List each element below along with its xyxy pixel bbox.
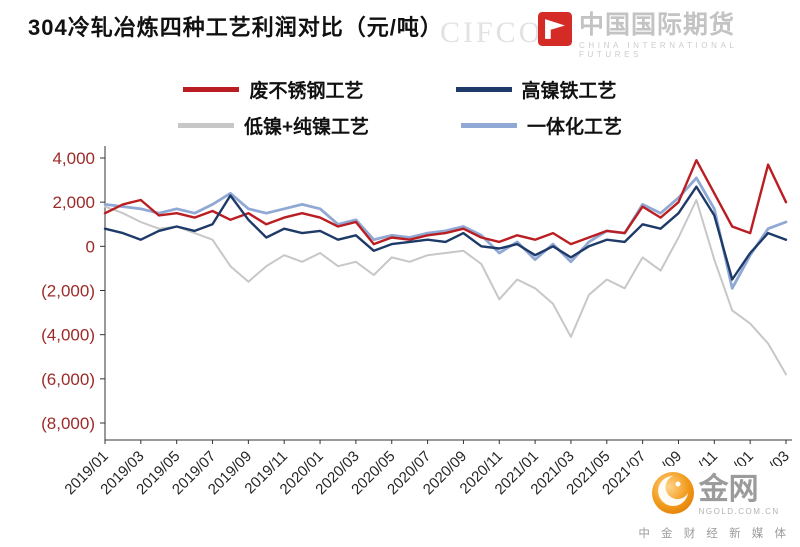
- svg-text:0: 0: [86, 237, 95, 256]
- kingold-domain: NGOLD.COM.CN: [698, 507, 780, 516]
- cifco-name-en: CHINA INTERNATIONAL FUTURES: [579, 40, 738, 59]
- cifco-faint-text: CIFCO: [440, 16, 544, 49]
- cifco-watermark: CIFCO 中国国际期货 CHINA INTERNATIONAL FUTURES: [440, 11, 792, 70]
- legend-label: 一体化工艺: [527, 117, 623, 138]
- legend-item-high-nickel-iron: 高镍铁工艺: [455, 76, 617, 103]
- svg-text:4,000: 4,000: [52, 149, 95, 168]
- legend-swatch: [455, 87, 512, 92]
- legend-row-2: 低镍+纯镍工艺 一体化工艺: [90, 112, 710, 139]
- cifco-name-cn: 中国国际期货: [579, 11, 736, 39]
- cifco-logo-icon: [538, 12, 572, 51]
- chart-title: 304冷轧冶炼四种工艺利润对比（元/吨）: [28, 15, 443, 40]
- legend-item-scrap-stainless: 废不锈钢工艺: [183, 76, 364, 103]
- svg-text:(8,000): (8,000): [41, 414, 95, 433]
- legend-row-1: 废不锈钢工艺 高镍铁工艺: [90, 76, 710, 103]
- svg-text:(2,000): (2,000): [41, 282, 95, 301]
- kingold-site-name: 金网: [698, 473, 759, 506]
- kingold-tagline: 中 金 财 经 新 媒 体: [638, 528, 790, 540]
- legend-swatch: [461, 123, 518, 128]
- svg-text:2,000: 2,000: [52, 193, 95, 212]
- legend-item-low-pure-nickel: 低镍+纯镍工艺: [177, 112, 370, 139]
- kingold-logo-icon: [649, 469, 697, 522]
- legend-label: 废不锈钢工艺: [249, 81, 364, 102]
- kingold-watermark: 金网 NGOLD.COM.CN 中 金 财 经 新 媒 体: [630, 466, 798, 545]
- legend: 废不锈钢工艺 高镍铁工艺 低镍+纯镍工艺 一体化工艺: [90, 76, 710, 139]
- legend-swatch: [183, 87, 240, 92]
- legend-swatch: [177, 123, 234, 128]
- svg-text:(4,000): (4,000): [41, 326, 95, 345]
- svg-text:(6,000): (6,000): [41, 370, 95, 389]
- legend-label: 低镍+纯镍工艺: [243, 117, 370, 138]
- legend-item-integrated: 一体化工艺: [461, 112, 622, 139]
- legend-label: 高镍铁工艺: [521, 81, 617, 102]
